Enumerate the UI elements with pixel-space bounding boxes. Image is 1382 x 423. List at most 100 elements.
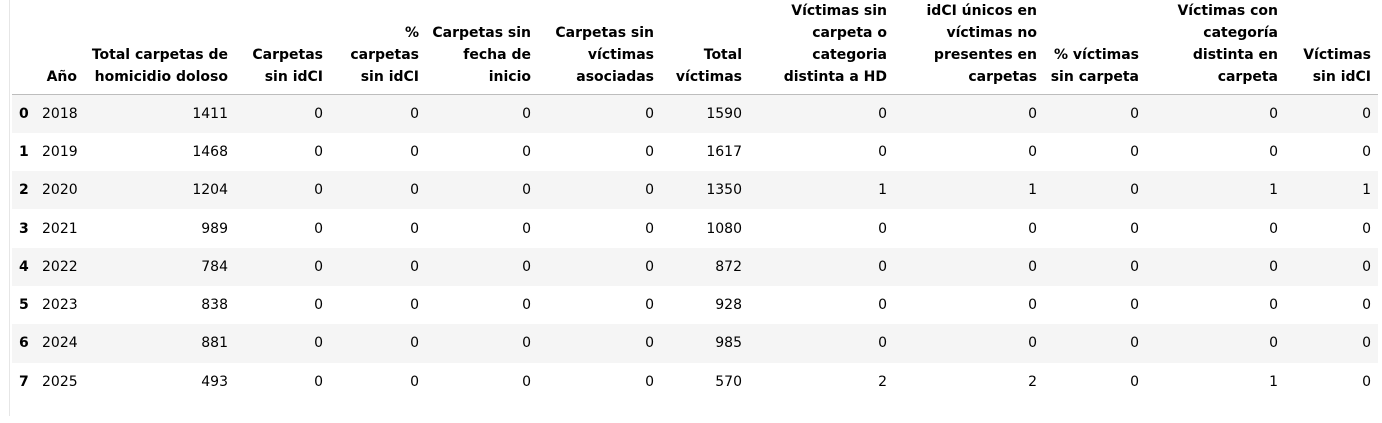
table-cell: 0 bbox=[1130, 220, 1139, 237]
table-cell: 2019 bbox=[42, 143, 78, 160]
table-cell: 0 bbox=[522, 297, 531, 314]
table-cell: 0 bbox=[1269, 335, 1278, 352]
table-cell: 0 bbox=[645, 105, 654, 122]
table-cell: 0 bbox=[878, 220, 887, 237]
table-cell: 0 bbox=[645, 258, 654, 275]
table-cell: 0 bbox=[522, 373, 531, 390]
column-header-idci-unicos: idCI únicos en víctimas no presentes en … bbox=[894, 0, 1044, 95]
table-cell: 0 bbox=[1028, 220, 1037, 237]
table-cell: 0 bbox=[1028, 335, 1037, 352]
table-cell: 0 bbox=[1362, 258, 1371, 275]
table-row: 1 2019 1468 0 0 0 0 1617 0 0 0 0 0 bbox=[12, 132, 1378, 172]
table-cell: 0 bbox=[522, 105, 531, 122]
table-cell: 0 bbox=[878, 143, 887, 160]
table-cell: 0 bbox=[1028, 258, 1037, 275]
table-cell: 838 bbox=[201, 297, 228, 314]
table-cell: 784 bbox=[201, 258, 228, 275]
table-cell: 0 bbox=[314, 373, 323, 390]
table-cell: 0 bbox=[1269, 105, 1278, 122]
table-cell: 0 bbox=[1028, 143, 1037, 160]
table-row: 5 2023 838 0 0 0 0 928 0 0 0 0 0 bbox=[12, 285, 1378, 325]
table-cell: 0 bbox=[878, 335, 887, 352]
column-header-total-victimas: Total víctimas bbox=[661, 0, 749, 95]
table-cell: 0 bbox=[410, 182, 419, 199]
table-cell: 0 bbox=[1130, 373, 1139, 390]
table-cell: 0 bbox=[1130, 105, 1139, 122]
table-cell: 0 bbox=[522, 220, 531, 237]
row-index: 7 bbox=[19, 373, 29, 390]
table-cell: 0 bbox=[522, 182, 531, 199]
table-cell: 0 bbox=[1269, 297, 1278, 314]
table-cell: 2023 bbox=[42, 297, 78, 314]
table-cell: 0 bbox=[1269, 143, 1278, 160]
table-row: 4 2022 784 0 0 0 0 872 0 0 0 0 0 bbox=[12, 247, 1378, 286]
row-index: 6 bbox=[19, 335, 29, 352]
row-index: 0 bbox=[19, 105, 29, 122]
table-row: 2 2020 1204 0 0 0 0 1350 1 1 0 1 1 bbox=[12, 171, 1378, 210]
column-header-victimas-sin-carpeta-o-categoria: Víctimas sin carpeta o categoria distint… bbox=[749, 0, 894, 95]
table-cell: 0 bbox=[645, 373, 654, 390]
table-cell: 0 bbox=[1362, 143, 1371, 160]
table-cell: 2025 bbox=[42, 373, 78, 390]
column-header-total-carpetas: Total carpetas de homicidio doloso bbox=[84, 0, 235, 95]
table-cell: 0 bbox=[410, 335, 419, 352]
table-cell: 0 bbox=[1028, 297, 1037, 314]
table-cell: 1617 bbox=[706, 143, 742, 160]
table-cell: 0 bbox=[410, 220, 419, 237]
table-cell: 1350 bbox=[706, 182, 742, 199]
table-cell: 1 bbox=[878, 182, 887, 199]
row-index: 5 bbox=[19, 297, 29, 314]
column-header-pct-victimas-sin-carpeta: % víctimas sin carpeta bbox=[1044, 0, 1146, 95]
table-cell: 0 bbox=[410, 105, 419, 122]
table-cell: 0 bbox=[645, 182, 654, 199]
row-index: 1 bbox=[19, 143, 29, 160]
table-cell: 1468 bbox=[192, 143, 228, 160]
table-cell: 0 bbox=[1130, 143, 1139, 160]
table-cell: 1411 bbox=[192, 105, 228, 122]
table-cell: 0 bbox=[1362, 297, 1371, 314]
table-cell: 2022 bbox=[42, 258, 78, 275]
table-cell: 0 bbox=[1130, 335, 1139, 352]
table-cell: 0 bbox=[410, 297, 419, 314]
column-header-carpetas-sin-victimas: Carpetas sin víctimas asociadas bbox=[538, 0, 661, 95]
table-cell: 1080 bbox=[706, 220, 742, 237]
table-cell: 1 bbox=[1028, 182, 1037, 199]
table-cell: 0 bbox=[410, 373, 419, 390]
row-index: 4 bbox=[19, 258, 29, 275]
table-cell: 0 bbox=[1269, 220, 1278, 237]
table-cell: 0 bbox=[410, 258, 419, 275]
table-cell: 0 bbox=[314, 335, 323, 352]
column-header-carpetas-sin-fecha: Carpetas sin fecha de inicio bbox=[426, 0, 538, 95]
table-cell: 0 bbox=[1362, 373, 1371, 390]
table-cell: 0 bbox=[1130, 297, 1139, 314]
table-cell: 0 bbox=[522, 335, 531, 352]
table-cell: 0 bbox=[1130, 182, 1139, 199]
table-cell: 0 bbox=[1362, 220, 1371, 237]
table-cell: 0 bbox=[314, 143, 323, 160]
table-cell: 0 bbox=[645, 335, 654, 352]
index-header bbox=[12, 0, 38, 95]
table-cell: 1 bbox=[1269, 182, 1278, 199]
table-row: 6 2024 881 0 0 0 0 985 0 0 0 0 0 bbox=[12, 324, 1378, 363]
table-cell: 0 bbox=[314, 105, 323, 122]
header-row: Año Total carpetas de homicidio doloso C… bbox=[12, 0, 1378, 95]
column-header-victimas-categoria-distinta: Víctimas con categoría distinta en carpe… bbox=[1146, 0, 1285, 95]
table-cell: 493 bbox=[201, 373, 228, 390]
table-cell: 570 bbox=[715, 373, 742, 390]
output-left-rule bbox=[9, 0, 10, 416]
table-cell: 0 bbox=[645, 143, 654, 160]
table-cell: 1 bbox=[1362, 182, 1371, 199]
table-cell: 0 bbox=[410, 143, 419, 160]
table-cell: 2020 bbox=[42, 182, 78, 199]
column-header-carpetas-sin-idci: Carpetas sin idCI bbox=[235, 0, 330, 95]
table-cell: 0 bbox=[314, 182, 323, 199]
dataframe-output: Año Total carpetas de homicidio doloso C… bbox=[12, 0, 1378, 401]
table-cell: 0 bbox=[1269, 258, 1278, 275]
table-cell: 985 bbox=[715, 335, 742, 352]
table-cell: 989 bbox=[201, 220, 228, 237]
table-cell: 0 bbox=[645, 220, 654, 237]
table-cell: 0 bbox=[1362, 105, 1371, 122]
table-row: 3 2021 989 0 0 0 0 1080 0 0 0 0 0 bbox=[12, 209, 1378, 248]
table-cell: 2 bbox=[878, 373, 887, 390]
table-cell: 0 bbox=[1362, 335, 1371, 352]
